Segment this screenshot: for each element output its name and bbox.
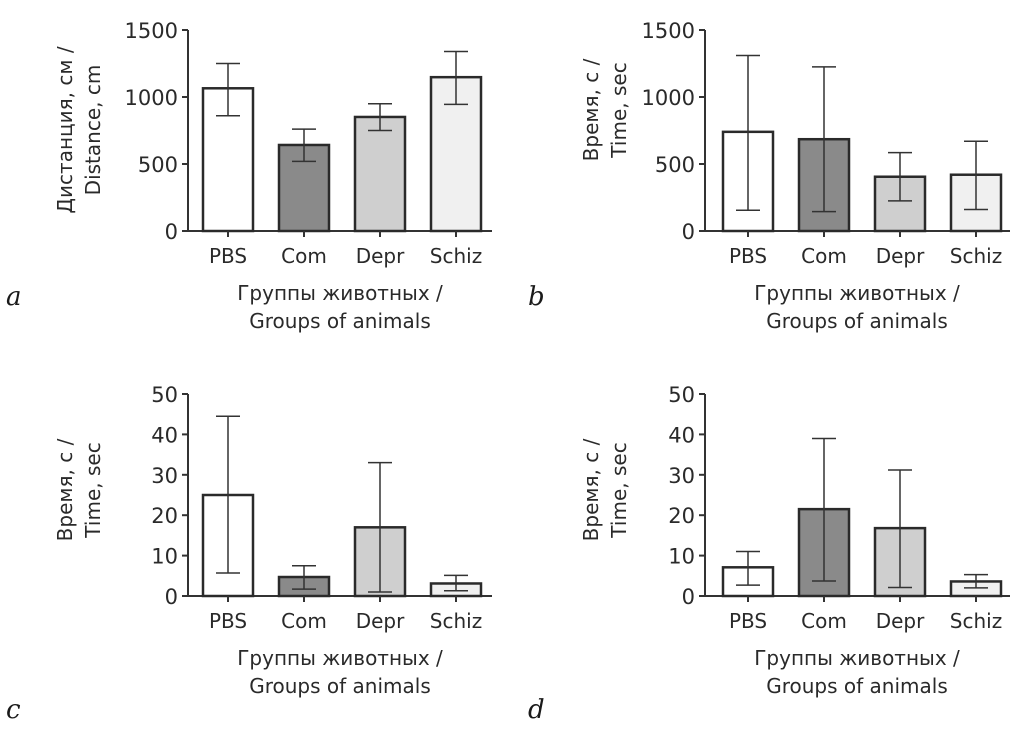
panel-c: 0 10 20 30 40 50 PBS Com Depr Schiz Время, с / Time… — [6, 383, 492, 725]
y-tick-label: 0 — [682, 585, 695, 609]
y-axis-title: Distance, cm — [81, 65, 105, 196]
y-tick-label: 50 — [668, 383, 695, 407]
x-tick-label: Depr — [356, 244, 405, 268]
x-tick-label: Com — [281, 244, 327, 268]
x-axis-title: Groups of animals — [249, 309, 431, 333]
y-tick-label: 500 — [655, 153, 695, 177]
bar-depr — [353, 115, 407, 233]
x-axis-title: Группы животных / — [754, 281, 960, 305]
x-tick-label: PBS — [209, 244, 247, 268]
x-tick-label: Com — [801, 244, 847, 268]
y-tick-label: 20 — [668, 504, 695, 528]
x-axis-title: Группы животных / — [237, 646, 443, 670]
y-axis-title: Time, sec — [607, 62, 631, 158]
y-tick-label: 30 — [151, 464, 178, 488]
x-tick-label: Schiz — [430, 244, 482, 268]
panel-letter: c — [6, 695, 21, 725]
y-axis-title: Время, с / — [579, 438, 603, 541]
x-tick-label: Schiz — [430, 609, 482, 633]
y-tick-label: 1500 — [125, 19, 178, 43]
x-axis-title: Groups of animals — [766, 674, 948, 698]
y-axis-title: Time, sec — [81, 442, 105, 538]
x-tick-label: Depr — [876, 244, 925, 268]
x-axis-title: Группы животных / — [754, 646, 960, 670]
y-tick-label: 40 — [151, 423, 178, 447]
y-tick-label: 1000 — [125, 86, 178, 110]
x-axis-title: Groups of animals — [249, 674, 431, 698]
y-tick-label: 50 — [151, 383, 178, 407]
y-tick-label: 0 — [165, 220, 178, 244]
x-tick-label: Depr — [876, 609, 925, 633]
panel-letter: d — [528, 695, 545, 725]
y-axis-title: Time, sec — [607, 442, 631, 538]
x-tick-label: Com — [281, 609, 327, 633]
y-tick-label: 0 — [165, 585, 178, 609]
y-axis-title: Время, с / — [53, 438, 77, 541]
x-tick-label: Schiz — [950, 244, 1002, 268]
y-tick-label: 40 — [668, 423, 695, 447]
y-tick-label: 20 — [151, 504, 178, 528]
y-tick-label: 1000 — [642, 86, 695, 110]
x-axis-title: Группы животных / — [237, 281, 443, 305]
x-tick-label: Schiz — [950, 609, 1002, 633]
panel-d: 0 10 20 30 40 50 PBS Com Depr Schiz Время, с / Time… — [528, 383, 1010, 725]
x-tick-label: Com — [801, 609, 847, 633]
y-axis-title: Время, с / — [579, 58, 603, 161]
panel-a: 0 500 1000 1500 PBS Com Depr Schiz Дистанция, см… — [6, 19, 492, 333]
x-tick-label: PBS — [729, 244, 767, 268]
x-axis-title: Groups of animals — [766, 309, 948, 333]
y-tick-label: 500 — [138, 153, 178, 177]
y-tick-label: 10 — [668, 545, 695, 569]
y-tick-label: 0 — [682, 220, 695, 244]
y-tick-label: 1500 — [642, 19, 695, 43]
x-tick-label: PBS — [729, 609, 767, 633]
panel-letter: a — [6, 282, 22, 312]
y-axis-title: Дистанция, см / — [53, 46, 77, 213]
x-tick-label: Depr — [356, 609, 405, 633]
x-tick-label: PBS — [209, 609, 247, 633]
panel-letter: b — [528, 282, 545, 312]
y-tick-label: 10 — [151, 545, 178, 569]
panel-b: 0 500 1000 1500 PBS Com Depr Schiz Время, с / Tim… — [528, 19, 1010, 333]
y-tick-label: 30 — [668, 464, 695, 488]
